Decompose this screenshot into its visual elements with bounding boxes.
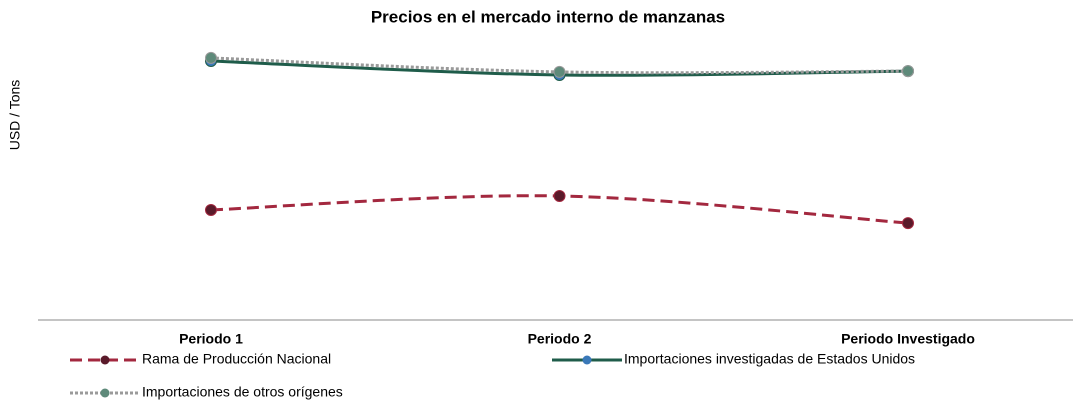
data-point [205,203,217,216]
data-point [902,217,914,230]
data-point [553,65,566,78]
legend-label: Importaciones de otros orígenes [142,384,343,400]
legend-label: Rama de Producción Nacional [142,351,331,367]
legend-marker [582,355,592,365]
chart-title: Precios en el mercado interno de manzana… [371,7,725,26]
data-point [902,65,914,78]
data-point [553,189,566,202]
data-point [205,51,217,64]
x-tick-label: Periodo 2 [528,331,592,347]
x-tick-label: Periodo 1 [179,331,243,347]
series-line [210,56,909,75]
legend-marker [100,388,110,398]
legend-label: Importaciones investigadas de Estados Un… [624,351,915,367]
y-axis-label: USD / Tons [7,80,23,151]
legend-marker [100,355,110,365]
x-tick-label: Periodo Investigado [841,331,975,347]
